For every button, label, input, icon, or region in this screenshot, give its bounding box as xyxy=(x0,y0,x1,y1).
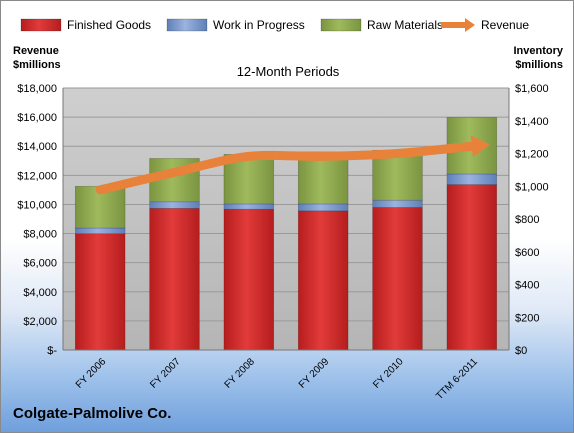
y-right-tick-label: $0 xyxy=(515,345,527,357)
legend-raw-materials: Raw Materials xyxy=(367,18,443,32)
y-left-tick-label: $- xyxy=(47,345,57,357)
y-right-tick-label: $200 xyxy=(515,312,539,324)
legend-finished-goods: Finished Goods xyxy=(67,18,151,32)
y-left-tick-label: $10,000 xyxy=(17,199,57,211)
x-tick-label: FY 2007 xyxy=(148,356,183,391)
y-left-tick-label: $2,000 xyxy=(23,316,57,328)
x-tick-label: FY 2006 xyxy=(74,356,109,391)
y-left-title-line1: Revenue xyxy=(13,45,59,57)
company-name: Colgate-Palmolive Co. xyxy=(13,405,172,422)
x-tick-label: FY 2008 xyxy=(223,356,258,391)
revenue-line xyxy=(95,141,477,195)
x-tick-label: FY 2010 xyxy=(371,356,406,391)
y-left-tick-label: $8,000 xyxy=(23,229,57,241)
bar-work-in-progress xyxy=(372,199,423,208)
y-right-tick-label: $800 xyxy=(515,214,539,226)
bar-finished-goods xyxy=(74,233,126,351)
y-right-tick-label: $1,600 xyxy=(515,83,549,95)
y-right-tick-label: $1,400 xyxy=(515,116,549,128)
legend-work-in-progress-swatch xyxy=(166,18,208,32)
y-left-tick-label: $14,000 xyxy=(17,141,57,153)
y-right-tick-label: $400 xyxy=(515,280,539,292)
y-left-title-line2: $millions xyxy=(13,59,61,71)
bar-finished-goods xyxy=(223,208,275,351)
bar-work-in-progress xyxy=(223,203,275,210)
y-right-title-line1: Inventory xyxy=(513,45,563,57)
bar-work-in-progress xyxy=(446,173,498,185)
y-right-tick-label: $1,200 xyxy=(515,149,549,161)
legend-work-in-progress: Work in Progress xyxy=(213,18,305,32)
bar-finished-goods xyxy=(372,207,423,351)
legend-revenue: Revenue xyxy=(481,18,529,32)
y-left-tick-label: $16,000 xyxy=(17,112,57,124)
y-left-tick-label: $18,000 xyxy=(17,83,57,95)
bar-finished-goods xyxy=(297,210,349,351)
y-right-tick-label: $600 xyxy=(515,247,539,259)
bar-finished-goods xyxy=(149,208,200,351)
legend-swatch-arrow xyxy=(465,18,475,32)
x-tick-label: TTM 6-2011 xyxy=(434,356,480,402)
legend-raw-materials-swatch xyxy=(320,18,362,32)
revenue-arrowhead xyxy=(470,135,490,158)
x-tick-label: FY 2009 xyxy=(297,356,332,391)
y-right-axis-title: Inventory $millions xyxy=(509,44,563,72)
y-left-tick-label: $12,000 xyxy=(17,170,57,182)
bar-finished-goods xyxy=(446,184,498,351)
bar-work-in-progress xyxy=(74,227,126,235)
bar-work-in-progress xyxy=(149,201,200,209)
y-left-axis-title: Revenue $millions xyxy=(13,44,61,72)
y-left-tick-label: $4,000 xyxy=(23,287,57,299)
bar-work-in-progress xyxy=(297,203,349,212)
y-left-tick-label: $6,000 xyxy=(23,258,57,270)
plot-area xyxy=(63,88,509,350)
y-right-tick-label: $1,000 xyxy=(515,181,549,193)
legend-finished-goods-swatch xyxy=(20,18,62,32)
y-right-title-line2: $millions xyxy=(515,59,563,71)
chart-subtitle: 12-Month Periods xyxy=(236,64,340,79)
